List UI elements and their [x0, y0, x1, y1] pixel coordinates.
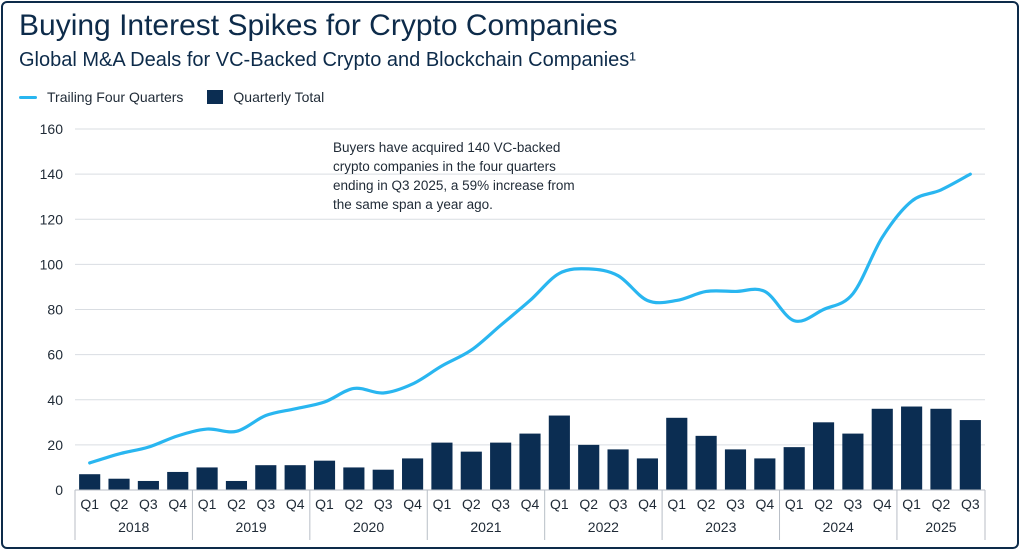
- chart-title: Buying Interest Spikes for Crypto Compan…: [19, 9, 618, 42]
- bar: [724, 449, 747, 490]
- y-tick-label: 140: [40, 166, 64, 182]
- x-tick-label: Q2: [462, 496, 481, 512]
- chart-subtitle: Global M&A Deals for VC-Backed Crypto an…: [19, 49, 636, 71]
- bar: [460, 451, 482, 490]
- y-tick-label: 160: [40, 121, 64, 137]
- x-tick-label: Q2: [814, 496, 833, 512]
- legend-item-line: Trailing Four Quarters: [19, 89, 183, 105]
- x-tick-label: Q2: [932, 496, 951, 512]
- legend-label-line: Trailing Four Quarters: [47, 89, 184, 105]
- x-tick-label: Q1: [550, 496, 569, 512]
- bar: [871, 408, 893, 490]
- x-tick-label: Q4: [168, 496, 187, 512]
- annotation-text: crypto companies in the four quarters: [333, 159, 556, 174]
- x-tick-label: Q3: [844, 496, 863, 512]
- x-tick-label: Q2: [110, 496, 129, 512]
- bar: [607, 449, 629, 490]
- legend-bar-swatch: [207, 90, 224, 104]
- bar: [959, 420, 981, 490]
- x-tick-label: Q4: [755, 496, 774, 512]
- y-tick-label: 60: [47, 347, 63, 363]
- x-tick-label: Q1: [667, 496, 686, 512]
- annotation-text: the same span a year ago.: [333, 197, 493, 212]
- legend-line-swatch: [19, 95, 37, 99]
- bar: [812, 422, 835, 490]
- bar: [636, 458, 658, 490]
- x-tick-label: Q3: [491, 496, 510, 512]
- bar: [196, 467, 218, 490]
- x-tick-label: Q3: [139, 496, 158, 512]
- legend-label-bar: Quarterly Total: [233, 89, 325, 105]
- legend-item-bar: Quarterly Total: [207, 89, 324, 105]
- y-tick-label: 80: [47, 302, 63, 318]
- bar: [930, 408, 952, 490]
- x-tick-label: Q3: [609, 496, 628, 512]
- bar: [431, 442, 453, 490]
- bar: [343, 467, 365, 490]
- y-tick-label: 100: [40, 256, 64, 272]
- x-tick-label: Q4: [638, 496, 657, 512]
- x-tick-label: Q1: [80, 496, 99, 512]
- y-tick-label: 120: [40, 211, 64, 227]
- year-label: 2022: [588, 519, 619, 535]
- bar: [108, 478, 130, 490]
- x-tick-label: Q2: [345, 496, 364, 512]
- x-tick-label: Q4: [521, 496, 540, 512]
- year-label: 2018: [118, 519, 149, 535]
- bar: [402, 458, 424, 490]
- bar: [490, 442, 512, 490]
- bar: [783, 447, 805, 490]
- bar: [225, 480, 248, 490]
- year-label: 2019: [236, 519, 267, 535]
- x-tick-label: Q3: [726, 496, 745, 512]
- x-tick-label: Q1: [198, 496, 217, 512]
- annotation-text: Buyers have acquired 140 VC-backed: [333, 140, 560, 155]
- bar: [313, 460, 336, 490]
- bar: [578, 444, 600, 490]
- x-tick-label: Q3: [256, 496, 275, 512]
- bar: [167, 471, 189, 490]
- bar: [695, 435, 717, 490]
- annotation-text: ending in Q3 2025, a 59% increase from: [333, 178, 575, 193]
- chart-plot: 0 20 40 60 80 100 120 140 160 Q1 Q2 Q3 Q4 Q1 Q2 Q3 Q4 Q1 Q…: [40, 121, 986, 540]
- x-tick-label: Q2: [697, 496, 716, 512]
- bar: [754, 458, 776, 490]
- x-tick-label: Q4: [873, 496, 892, 512]
- bar: [842, 433, 864, 490]
- year-label: 2023: [705, 519, 736, 535]
- x-tick-label: Q1: [785, 496, 804, 512]
- bar: [79, 474, 101, 490]
- x-tick-label: Q4: [286, 496, 305, 512]
- series-line-trailing: [88, 172, 972, 465]
- year-label: 2020: [353, 519, 384, 535]
- y-tick-label: 20: [47, 437, 63, 453]
- year-label: 2025: [925, 519, 956, 535]
- legend: Trailing Four Quarters Quarterly Total: [19, 89, 348, 105]
- bar: [284, 465, 306, 490]
- x-tick-label: Q3: [374, 496, 393, 512]
- x-tick-label: Q2: [227, 496, 246, 512]
- bar: [666, 417, 688, 490]
- x-tick-label: Q1: [315, 496, 334, 512]
- x-tick-label: Q1: [902, 496, 921, 512]
- x-tick-label: Q3: [961, 496, 980, 512]
- year-label: 2021: [470, 519, 501, 535]
- y-tick-label: 40: [47, 392, 63, 408]
- bar: [519, 433, 541, 490]
- bar: [548, 415, 570, 490]
- year-label: 2024: [823, 519, 854, 535]
- x-tick-label: Q2: [579, 496, 598, 512]
- bar: [255, 465, 277, 490]
- x-tick-label: Q4: [403, 496, 422, 512]
- bar: [901, 406, 923, 490]
- y-tick-label: 0: [55, 482, 63, 498]
- bar: [137, 480, 159, 490]
- x-tick-label: Q1: [433, 496, 452, 512]
- bar: [372, 469, 394, 490]
